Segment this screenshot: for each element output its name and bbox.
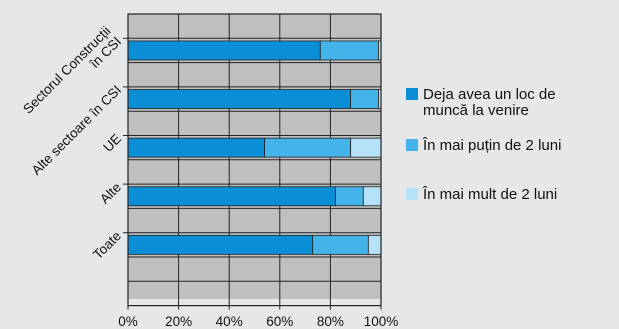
- category-label: Toate: [90, 228, 124, 262]
- bar-segment: [367, 234, 382, 255]
- x-tick-label: 80%: [317, 314, 344, 329]
- bar-segment: [335, 186, 364, 207]
- category-label-line: Alte: [97, 180, 124, 207]
- legend-swatch: [406, 188, 418, 200]
- grid-layer: [128, 14, 381, 306]
- legend-label: În mai mult de 2 luni: [422, 186, 557, 203]
- x-tick-label: 0%: [118, 314, 138, 329]
- legend-swatch: [406, 139, 418, 151]
- bar-segment: [127, 137, 266, 158]
- category-label: Sectorul Construcțiiîn CSI: [20, 23, 124, 127]
- plot-frame: [127, 13, 382, 307]
- bar-segment: [312, 234, 369, 255]
- bar-segment: [127, 40, 321, 61]
- bar-segment: [362, 186, 382, 207]
- category-label: UE: [100, 131, 124, 155]
- category-label-line: UE: [100, 131, 124, 155]
- bar-segment: [127, 89, 352, 109]
- legend-label: muncă la venire: [423, 102, 529, 119]
- x-tick-label: 60%: [266, 314, 293, 329]
- bar-segment: [264, 137, 352, 158]
- x-axis-ticks: 0% 20% 40% 60% 80% 100%: [118, 314, 398, 329]
- bar-segment: [350, 89, 379, 109]
- legend-swatch: [406, 88, 418, 100]
- category-label: Alte: [97, 180, 124, 207]
- frame-layer: [123, 13, 382, 310]
- x-tick-label: 40%: [216, 314, 243, 329]
- x-tick-label: 100%: [364, 314, 399, 329]
- x-tick-label: 20%: [165, 314, 192, 329]
- bar-segment: [127, 234, 314, 255]
- bar-layer: [127, 40, 382, 255]
- legend-label: Deja avea un loc de: [423, 86, 556, 103]
- bar-segment: [350, 137, 382, 158]
- bar-segment: [127, 186, 336, 207]
- legend-label: În mai puțin de 2 luni: [422, 137, 561, 154]
- category-label-line: Toate: [90, 228, 124, 262]
- bar-segment: [319, 40, 379, 61]
